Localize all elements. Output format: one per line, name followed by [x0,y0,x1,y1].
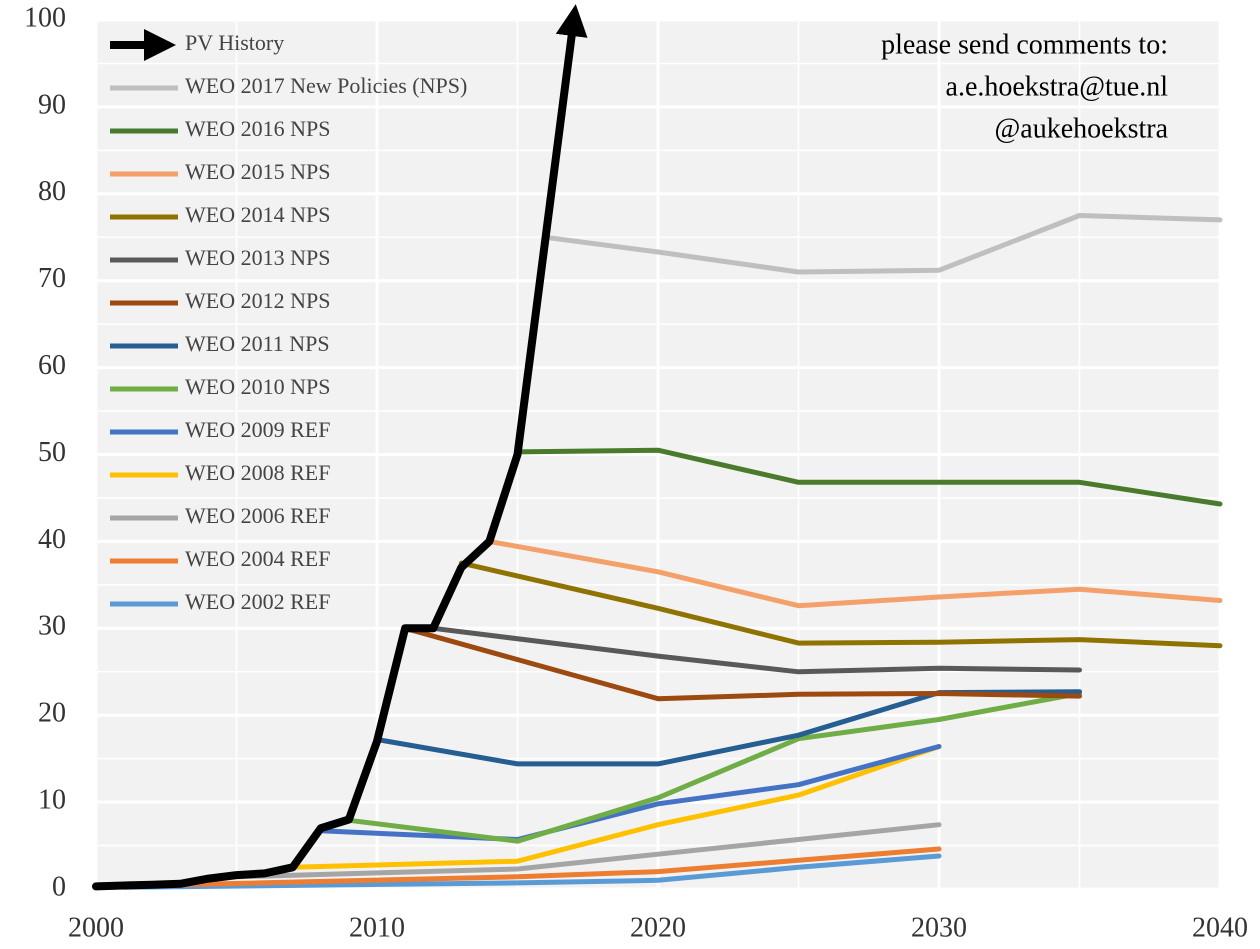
y-tick-label: 90 [38,89,66,120]
y-tick-label: 10 [38,785,66,816]
y-tick-label: 0 [52,871,66,902]
x-tick-label: 2040 [1192,912,1248,943]
series-line [290,744,942,870]
legend-label: WEO 2002 REF [185,589,330,614]
legend-label: PV History [185,30,284,55]
x-tick-label: 2010 [349,912,405,943]
x-tick-label: 2030 [911,912,967,943]
series-line [346,691,1082,844]
annotation: @aukehoekstra [995,113,1169,144]
y-tick-label: 70 [38,263,66,294]
legend-label: WEO 2004 REF [185,546,330,571]
series-line [543,213,1223,275]
legend-label: WEO 2006 REF [185,503,330,528]
series-line [177,846,942,888]
y-tick-label: 60 [38,350,66,381]
annotation: please send comments to: [881,29,1168,60]
legend-label: WEO 2014 NPS [185,202,330,227]
y-tick-label: 20 [38,698,66,729]
series-line [430,625,1082,675]
series-line [318,744,942,842]
legend-label: WEO 2017 New Policies (NPS) [185,73,467,98]
y-tick-label: 100 [24,2,66,33]
series-line [515,447,1223,507]
series-line [92,4,588,891]
legend-label: WEO 2012 NPS [185,288,330,313]
series-line [234,822,942,880]
legend-label: WEO 2013 NPS [185,245,330,270]
x-tick-label: 2000 [68,912,124,943]
y-tick-label: 40 [38,524,66,555]
series-line [402,625,1082,702]
legend-label: WEO 2015 NPS [185,159,330,184]
legend-label: WEO 2008 REF [185,460,330,485]
y-tick-label: 80 [38,176,66,207]
y-tick-label: 30 [38,611,66,642]
annotation: a.e.hoekstra@tue.nl [946,71,1169,102]
legend-label: WEO 2016 NPS [185,116,330,141]
legend-label: WEO 2009 REF [185,417,330,442]
y-tick-label: 50 [38,437,66,468]
series-line [121,853,942,890]
legend-label: WEO 2011 NPS [185,331,330,356]
x-tick-label: 2020 [630,912,686,943]
series-line [458,560,1223,649]
legend-label: WEO 2010 NPS [185,374,330,399]
series-line [486,538,1223,609]
